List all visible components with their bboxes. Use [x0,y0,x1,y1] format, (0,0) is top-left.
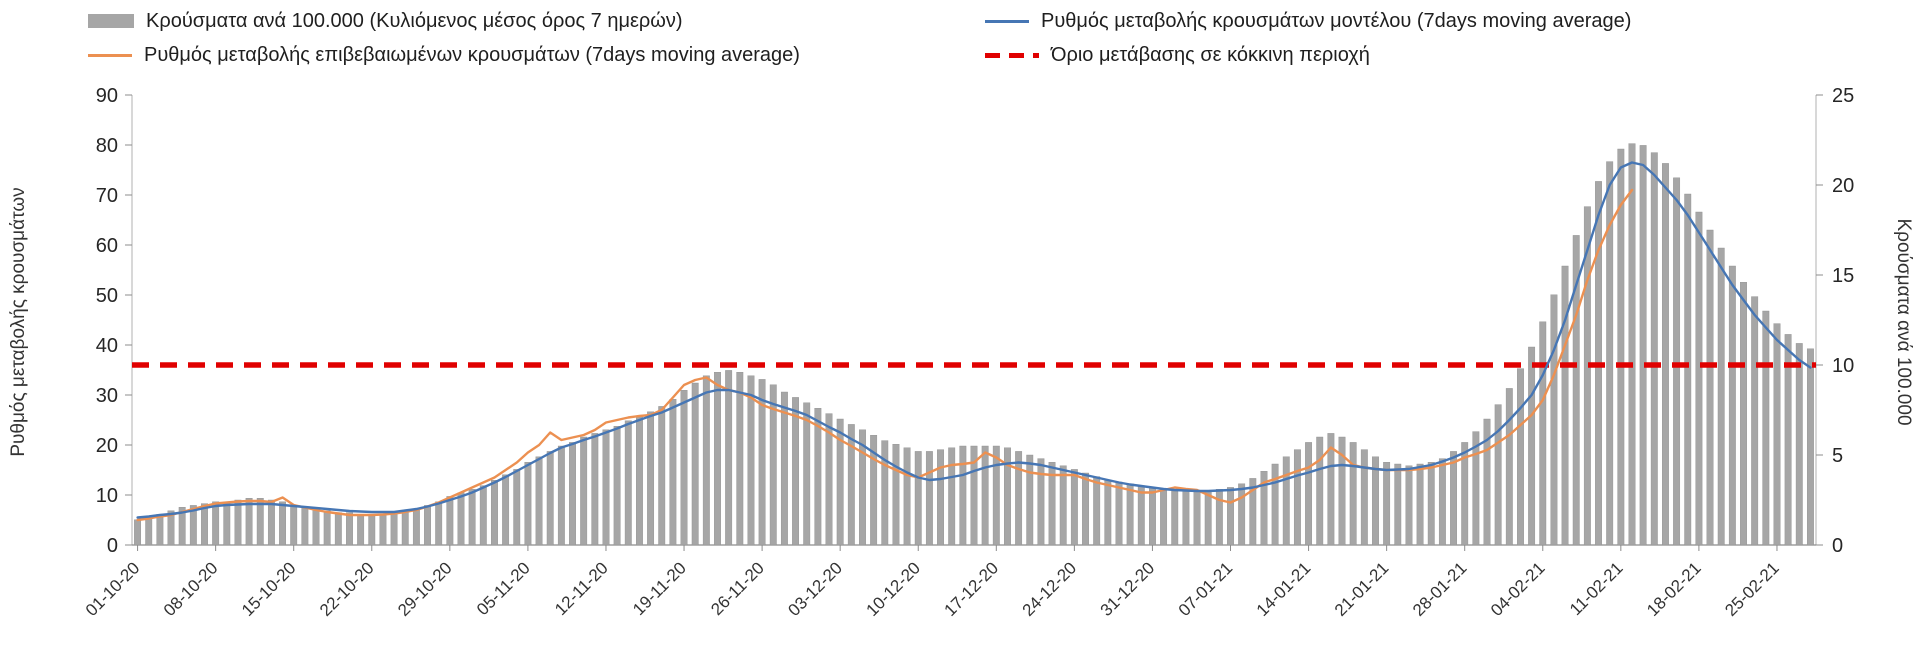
svg-text:11-02-21: 11-02-21 [1566,558,1627,619]
confirmed-line-swatch-icon [88,53,132,57]
svg-text:90: 90 [96,85,118,107]
model-rate-line [136,161,1812,519]
svg-text:15: 15 [1832,265,1854,287]
legend-item-model-line[interactable]: Ρυθμός μεταβολής κρουσμάτων μοντέλου (7d… [985,8,1631,34]
bar-series-swatch-icon [88,14,134,28]
svg-text:20: 20 [96,435,118,457]
svg-text:24-12-20: 24-12-20 [1019,558,1081,620]
svg-text:22-10-20: 22-10-20 [316,558,378,620]
threshold-dash-swatch-icon [985,52,1039,58]
legend-item-confirmed-line[interactable]: Ρυθμός μεταβολής επιβεβαιωμένων κρουσμάτ… [88,42,800,68]
svg-text:10: 10 [1832,355,1854,377]
right-axis-title: Κρούσματα ανά 100.000 [1893,218,1914,425]
left-axis-title: Ρυθμός μεταβολής κρουσμάτων [8,187,29,456]
svg-text:50: 50 [96,285,118,307]
model-line-swatch-icon [985,19,1029,23]
svg-text:28-01-21: 28-01-21 [1409,558,1471,620]
plot-generated-content: 0 10 20 30 40 50 60 70 80 90 0 5 10 15 20 25 01-10-20 08-… [82,85,1854,620]
svg-text:25: 25 [1832,85,1854,107]
svg-text:10-12-20: 10-12-20 [863,558,925,620]
svg-text:5: 5 [1832,445,1843,467]
svg-text:26-11-20: 26-11-20 [707,558,768,619]
svg-text:05-11-20: 05-11-20 [473,558,534,619]
legend-label: Ρυθμός μεταβολής επιβεβαιωμένων κρουσμάτ… [144,43,800,66]
legend-item-threshold[interactable]: Όριο μετάβασης σε κόκκινη περιοχή [985,42,1370,68]
legend-item-cases-bars[interactable]: Κρούσματα ανά 100.000 (Κυλιόμενος μέσος … [88,8,683,34]
svg-text:08-10-20: 08-10-20 [160,558,222,620]
svg-text:20: 20 [1832,175,1854,197]
svg-text:04-02-21: 04-02-21 [1487,558,1549,620]
svg-text:80: 80 [96,135,118,157]
left-axis-ticks: 0 10 20 30 40 50 60 70 80 90 [96,85,132,557]
svg-text:03-12-20: 03-12-20 [784,558,846,620]
legend-label: Κρούσματα ανά 100.000 (Κυλιόμενος μέσος … [146,9,683,32]
svg-text:17-12-20: 17-12-20 [941,558,1003,620]
svg-text:30: 30 [96,385,118,407]
svg-text:01-10-20: 01-10-20 [82,558,144,620]
svg-text:60: 60 [96,235,118,257]
svg-text:19-11-20: 19-11-20 [629,558,690,619]
bars-cases-per-100k [134,143,1814,546]
svg-text:25-02-21: 25-02-21 [1721,558,1783,620]
svg-text:15-10-20: 15-10-20 [238,558,300,620]
svg-text:0: 0 [1832,535,1843,557]
right-axis-ticks: 0 5 10 15 20 25 [1816,85,1854,557]
svg-text:40: 40 [96,335,118,357]
svg-text:29-10-20: 29-10-20 [394,558,456,620]
svg-text:07-01-21: 07-01-21 [1175,558,1237,620]
svg-text:18-02-21: 18-02-21 [1643,558,1705,620]
legend-label: Όριο μετάβασης σε κόκκινη περιοχή [1051,43,1370,66]
svg-text:10: 10 [96,485,118,507]
svg-text:21-01-21: 21-01-21 [1331,558,1393,620]
svg-text:12-11-20: 12-11-20 [551,558,612,619]
svg-text:70: 70 [96,185,118,207]
svg-text:0: 0 [107,535,118,557]
legend-label: Ρυθμός μεταβολής κρουσμάτων μοντέλου (7d… [1041,9,1632,32]
svg-text:31-12-20: 31-12-20 [1097,558,1159,620]
x-axis-ticks: 01-10-20 08-10-20 15-10-20 22-10-20 29-10-20… [82,545,1783,620]
svg-text:14-01-21: 14-01-21 [1253,558,1315,620]
